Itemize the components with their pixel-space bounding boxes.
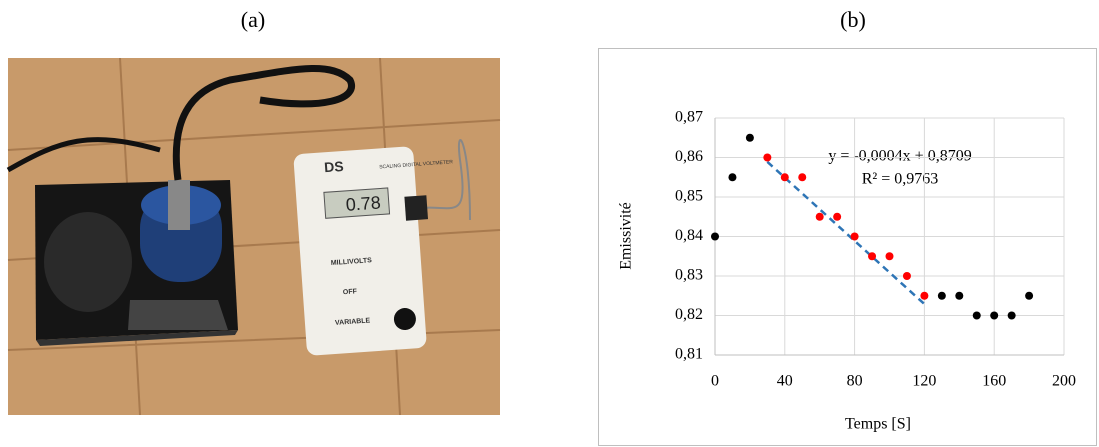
- point: [798, 173, 807, 182]
- x-tick-label: 200: [1052, 373, 1076, 390]
- y-tick-label: 0,82: [675, 306, 703, 323]
- brand: DS: [324, 158, 345, 175]
- x-tick-label: 120: [912, 373, 936, 390]
- point: [955, 291, 964, 300]
- connector: [168, 180, 190, 230]
- y-tick-label: 0,86: [675, 148, 703, 165]
- millivolts-label: MILLIVOLTS: [331, 257, 373, 267]
- display-value: 0.78: [345, 192, 381, 214]
- display: [323, 187, 391, 219]
- panel-label: (a): [241, 7, 265, 32]
- y-tick-label: 0,87: [675, 109, 703, 126]
- knob: [393, 308, 416, 331]
- chart: (b) Temps [S] Emissivité y = -0,0004x + …: [598, 7, 1097, 446]
- y-tick-label: 0,85: [675, 188, 703, 205]
- x-tick-label: 160: [982, 373, 1006, 390]
- x-tick-label: 80: [847, 373, 863, 390]
- photo: (a) DS SCALING DIGITAL VOLTMETER 0.78 MI…: [6, 7, 501, 416]
- y-tick-label: 0,84: [675, 227, 703, 244]
- disk: [44, 212, 132, 312]
- y-axis-label: Emissivité: [618, 202, 635, 270]
- point: [728, 173, 737, 182]
- point: [902, 272, 911, 280]
- point: [745, 133, 754, 142]
- y-tick-label: 0,81: [675, 346, 703, 363]
- off-label: OFF: [343, 288, 358, 296]
- wire: [409, 139, 471, 221]
- point: [868, 252, 877, 261]
- variable-label: VARIABLE: [335, 317, 371, 326]
- base-edge: [36, 330, 238, 346]
- point: [780, 173, 789, 182]
- x-tick-label: 0: [711, 373, 719, 390]
- chart-frame: [598, 48, 1097, 446]
- wood-grain: [7, 57, 501, 416]
- point: [815, 212, 824, 221]
- side-jack: [404, 195, 429, 221]
- point: [990, 311, 999, 320]
- point: [1007, 311, 1016, 320]
- x-tick-label: 40: [777, 373, 793, 390]
- point: [1025, 291, 1034, 300]
- point: [711, 232, 719, 241]
- cable: [6, 137, 161, 173]
- point: [850, 232, 859, 241]
- equation: y = -0,0004x + 0,8709: [828, 148, 971, 165]
- point: [972, 311, 981, 320]
- tape: [128, 300, 228, 330]
- point: [937, 291, 946, 300]
- device-name: SCALING DIGITAL VOLTMETER: [379, 159, 453, 170]
- x-axis-label: Temps [S]: [845, 416, 911, 433]
- point: [763, 153, 772, 162]
- point: [885, 252, 894, 261]
- r-squared: R² = 0,9763: [862, 171, 939, 188]
- panel-label: (b): [840, 7, 866, 32]
- point: [920, 291, 929, 300]
- sensor-cable: [172, 64, 355, 181]
- y-tick-label: 0,83: [675, 267, 703, 284]
- point: [833, 212, 842, 221]
